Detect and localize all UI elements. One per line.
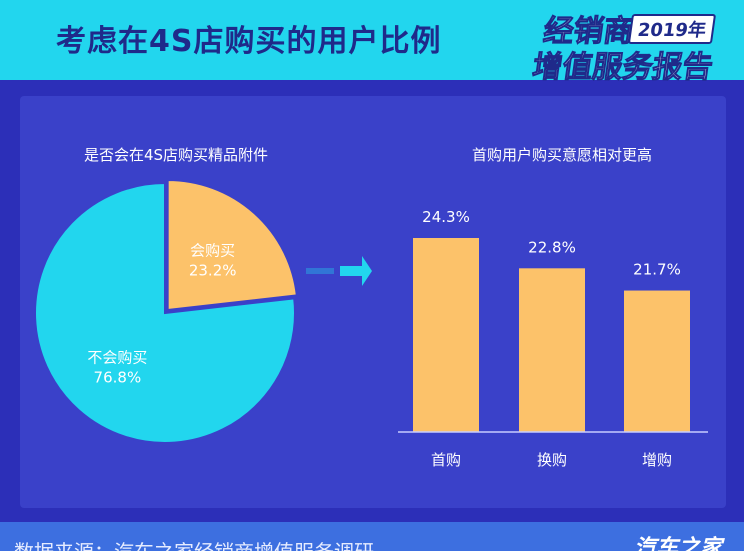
pie-chart: 会购买 23.2% 不会购买 76.8% bbox=[34, 179, 298, 444]
pie-slice-label: 不会购买 bbox=[87, 348, 147, 366]
pie-slice-value: 23.2% bbox=[189, 262, 237, 280]
footer-bar: 数据来源：汽车之家经销商增值服务调研 汽车之家 bbox=[0, 522, 744, 551]
pie-slice-value: 76.8% bbox=[94, 368, 142, 386]
pie-slice bbox=[166, 179, 298, 312]
bar bbox=[413, 238, 479, 432]
brand-logo: 汽车之家 bbox=[633, 536, 722, 551]
bar-category-label: 增购 bbox=[642, 451, 672, 469]
header-bar: 考虑在4S店购买的用户比例 经销商 2019年 增值服务报告 bbox=[0, 0, 744, 86]
bar bbox=[519, 268, 585, 432]
bar bbox=[624, 290, 690, 432]
pie-slice bbox=[34, 181, 296, 444]
pie-chart-title: 是否会在4S店购买精品附件 bbox=[84, 146, 268, 164]
page-title: 考虑在4S店购买的用户比例 bbox=[56, 24, 442, 59]
bar-category-label: 换购 bbox=[537, 451, 567, 469]
pie-slice-label: 会购买 bbox=[190, 242, 235, 260]
bar-chart: 24.3% 首购 22.8% 换购 21.7% 增购 bbox=[398, 208, 708, 469]
data-source: 数据来源：汽车之家经销商增值服务调研 bbox=[14, 536, 374, 551]
arrow-icon bbox=[306, 256, 372, 286]
bar-value-label: 24.3% bbox=[422, 208, 470, 226]
bar-chart-title: 首购用户购买意愿相对更高 bbox=[472, 146, 652, 164]
bar-value-label: 21.7% bbox=[633, 261, 681, 279]
bar-category-label: 首购 bbox=[431, 451, 461, 469]
bar-value-label: 22.8% bbox=[528, 238, 576, 256]
